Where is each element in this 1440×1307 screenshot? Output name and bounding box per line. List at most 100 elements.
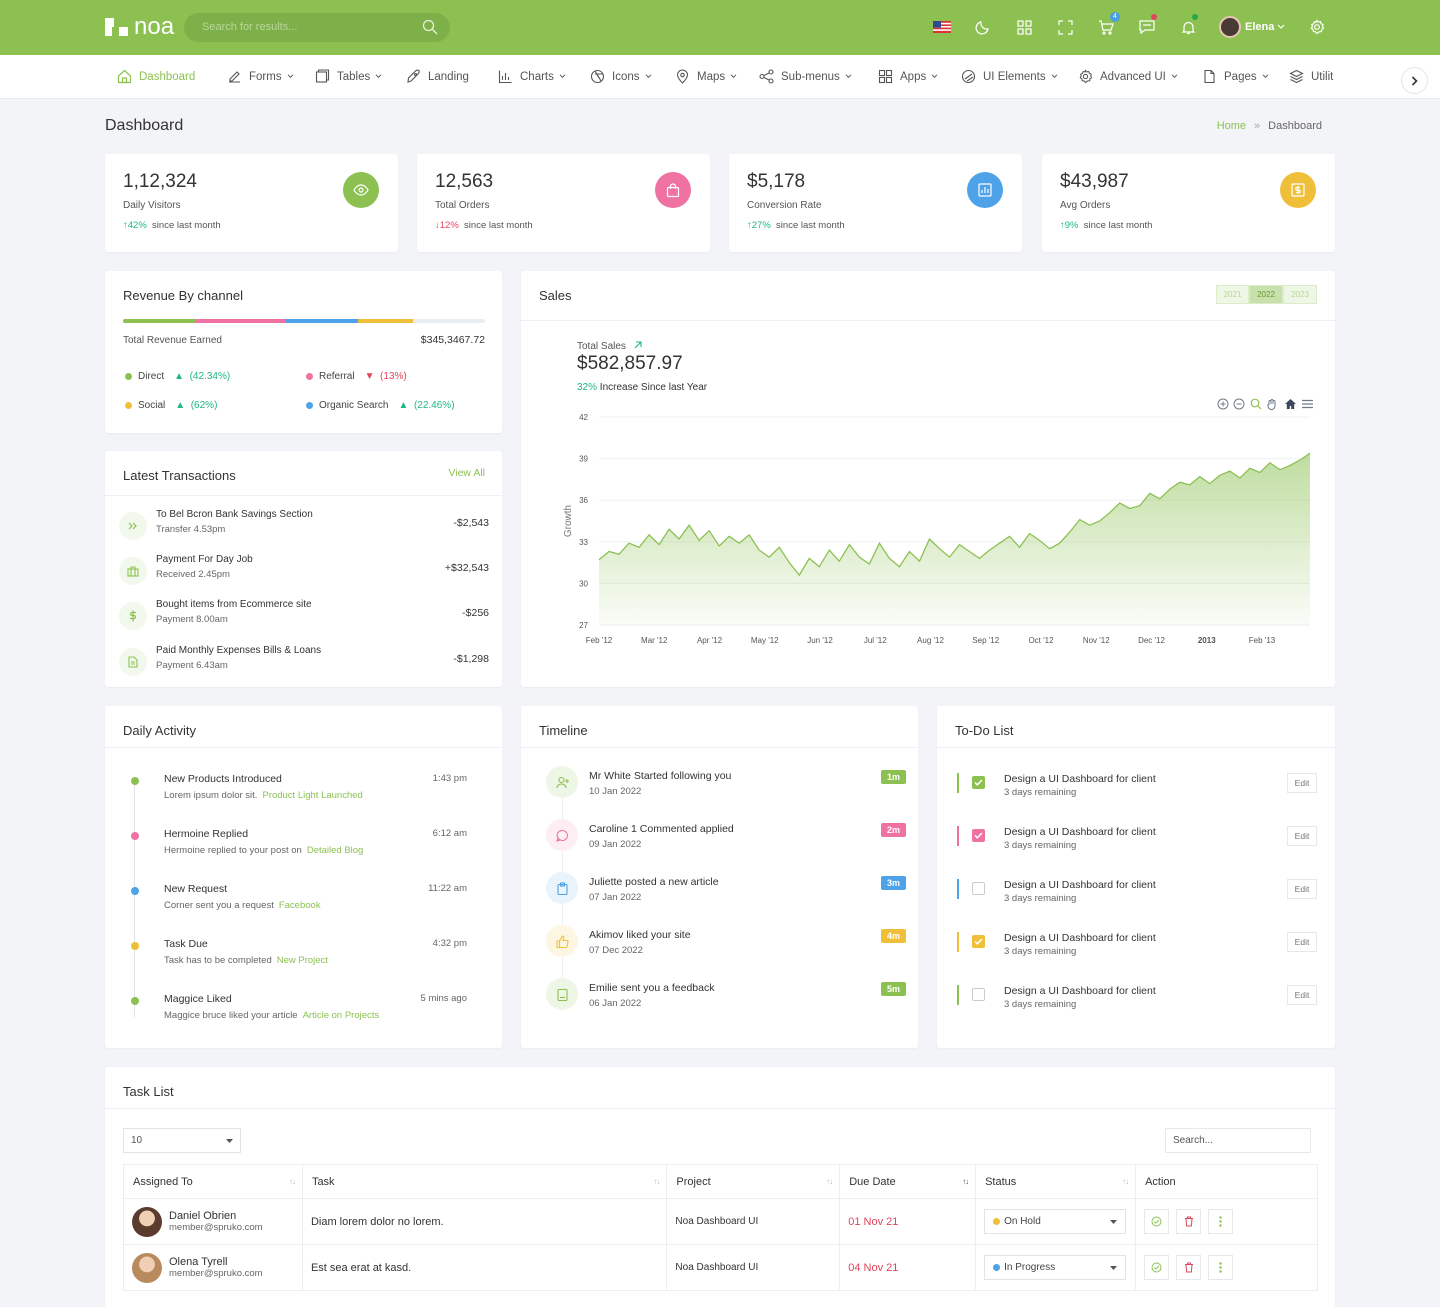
view-all-link[interactable]: View All (448, 467, 485, 479)
breadcrumb-home-link[interactable]: Home (1216, 120, 1247, 132)
reset-home-icon[interactable] (1284, 398, 1297, 410)
zoom-in-icon[interactable] (1217, 398, 1229, 410)
avatar (132, 1252, 162, 1283)
todo-checkbox[interactable] (972, 882, 985, 895)
approve-button[interactable] (1144, 1255, 1170, 1280)
activity-link[interactable]: Detailed Blog (306, 845, 364, 856)
timeline-item[interactable]: Akimov liked your site 07 Dec 2022 4m (546, 925, 906, 965)
chevron-down-icon (645, 74, 651, 79)
timeline-item[interactable]: Juliette posted a new article 07 Jan 2022… (546, 872, 906, 912)
total-sales-value: $582,857.97 (577, 353, 683, 374)
activity-item[interactable]: New Products Introduced Lorem ipsum dolor… (105, 770, 485, 810)
todo-edit-button[interactable]: Edit (1287, 985, 1317, 1005)
nav-ui-elements[interactable]: UI Elements (961, 69, 1058, 84)
nav-advanced-ui[interactable]: Advanced UI (1078, 69, 1178, 84)
revenue-segment (358, 319, 413, 323)
card-title: Latest Transactions (123, 468, 236, 483)
apps-grid-icon[interactable] (1014, 14, 1034, 40)
magnify-icon[interactable] (1250, 398, 1262, 410)
transaction-item[interactable]: Paid Monthly Expenses Bills & Loans Paym… (119, 645, 489, 685)
transaction-item[interactable]: Bought items from Ecommerce site Payment… (119, 599, 489, 639)
due-date-cell: 04 Nov 21 (839, 1244, 977, 1291)
todo-edit-button[interactable]: Edit (1287, 773, 1317, 793)
zoom-out-icon[interactable] (1233, 398, 1245, 410)
logo-mark-icon (105, 18, 129, 36)
clipboard-icon (546, 872, 578, 904)
more-options-button[interactable] (1208, 1209, 1234, 1234)
year-tab-2022[interactable]: 2022 (1249, 285, 1283, 304)
delete-button[interactable] (1176, 1255, 1202, 1280)
todo-checkbox[interactable] (972, 776, 985, 789)
status-select[interactable]: In Progress (984, 1255, 1127, 1280)
task-list-card: Task List 10 Search... Assigned To ↑↓ Tas… (105, 1067, 1335, 1307)
activity-item[interactable]: Maggice Liked Maggice bruce liked your ar… (105, 990, 485, 1030)
todo-edit-button[interactable]: Edit (1287, 879, 1317, 899)
transaction-item[interactable]: Payment For Day Job Received 2.45pm +$32… (119, 554, 489, 594)
todo-edit-button[interactable]: Edit (1287, 826, 1317, 846)
timeline-item[interactable]: Caroline 1 Commented applied 09 Jan 2022 2… (546, 819, 906, 859)
user-menu[interactable]: Elena (1219, 16, 1285, 38)
settings-gear-icon[interactable] (1307, 14, 1327, 40)
table-search-input[interactable]: Search... (1165, 1128, 1311, 1153)
nav-utilities[interactable]: Utilit (1289, 69, 1333, 84)
us-flag-icon[interactable] (932, 14, 952, 40)
activity-link[interactable]: Article on Projects (302, 1010, 380, 1021)
stat-card-avg-orders: $43,987 Avg Orders ↑9% since last month (1042, 154, 1335, 252)
status-select[interactable]: On Hold (984, 1209, 1127, 1234)
column-header-task[interactable]: Task ↑↓ (301, 1164, 668, 1199)
chat-icon[interactable] (1137, 14, 1157, 40)
user-plus-icon (546, 766, 578, 798)
activity-item[interactable]: Hermoine Replied Hermoine replied to your… (105, 825, 485, 865)
cart-badge: 4 (1110, 12, 1120, 22)
briefcase-icon (119, 557, 147, 585)
pan-hand-icon[interactable] (1266, 398, 1278, 410)
chevron-down-icon (287, 74, 293, 79)
nav-charts[interactable]: Charts (498, 69, 566, 84)
todo-item: Design a UI Dashboard for client 3 days r… (957, 932, 1317, 972)
column-header-assigned-to[interactable]: Assigned To ↑↓ (123, 1164, 303, 1199)
moon-icon[interactable] (973, 14, 993, 40)
nav-icons[interactable]: Icons (590, 69, 652, 84)
map-pin-icon (676, 69, 689, 84)
nav-maps[interactable]: Maps (675, 69, 737, 84)
menu-icon[interactable] (1301, 399, 1314, 409)
activity-link[interactable]: Product Light Launched (262, 790, 363, 801)
transaction-item[interactable]: To Bel Bcron Bank Savings Section Transf… (119, 509, 489, 549)
activity-link[interactable]: Facebook (278, 900, 321, 911)
timeline-item[interactable]: Mr White Started following you 10 Jan 202… (546, 766, 906, 806)
nav-pages[interactable]: Pages (1202, 69, 1269, 84)
header-search-input[interactable]: Search for results... (184, 13, 450, 42)
delete-button[interactable] (1176, 1209, 1202, 1234)
search-icon[interactable] (422, 19, 438, 35)
timeline-item[interactable]: Emilie sent you a feedback 06 Jan 2022 5m (546, 978, 906, 1018)
column-header-due-date[interactable]: Due Date ↑↓ (839, 1164, 977, 1199)
activity-link[interactable]: New Project (276, 955, 328, 966)
nav-tables[interactable]: Tables (315, 69, 382, 84)
activity-item[interactable]: Task Due Task has to be completed New Proj… (105, 935, 485, 975)
todo-checkbox[interactable] (972, 988, 985, 1001)
nav-sub-menus[interactable]: Sub-menus (759, 69, 852, 84)
app-logo[interactable]: noa (105, 13, 174, 41)
disc-icon (961, 69, 976, 84)
nav-landing[interactable]: Landing (406, 69, 469, 84)
nav-forms[interactable]: Forms (227, 69, 294, 84)
nav-apps[interactable]: Apps (878, 69, 938, 84)
nav-scroll-right-button[interactable] (1401, 67, 1428, 94)
more-options-button[interactable] (1208, 1255, 1234, 1280)
chevron-right-icon (1411, 75, 1418, 86)
approve-button[interactable] (1144, 1209, 1170, 1234)
todo-edit-button[interactable]: Edit (1287, 932, 1317, 952)
bell-icon[interactable] (1178, 14, 1198, 40)
fullscreen-icon[interactable] (1055, 14, 1075, 40)
column-header-project[interactable]: Project ↑↓ (666, 1164, 841, 1199)
column-header-status[interactable]: Status ↑↓ (975, 1164, 1137, 1199)
todo-checkbox[interactable] (972, 829, 985, 842)
page-size-select[interactable]: 10 (123, 1128, 241, 1153)
avatar (132, 1206, 162, 1237)
activity-item[interactable]: New Request Corner sent you a request Face… (105, 880, 485, 920)
todo-checkbox[interactable] (972, 935, 985, 948)
year-tab-2023[interactable]: 2023 (1283, 285, 1317, 304)
nav-dashboard[interactable]: Dashboard (117, 69, 195, 84)
year-tab-2021[interactable]: 2021 (1216, 285, 1249, 304)
cart-icon[interactable]: 4 (1096, 12, 1120, 40)
